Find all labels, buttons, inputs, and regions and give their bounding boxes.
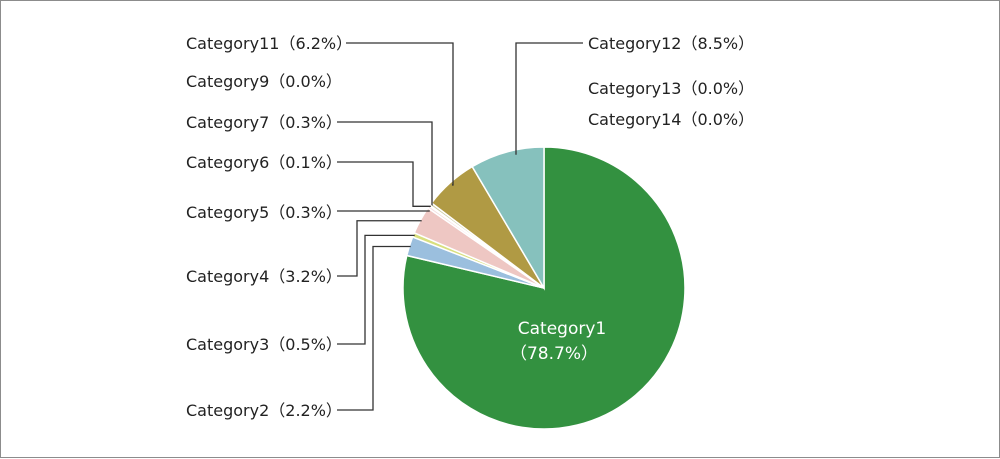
leader-lines	[337, 42, 583, 411]
label-category2: Category2（2.2%）	[186, 401, 342, 420]
slice-category12	[471, 146, 545, 291]
label-category1-percent: （78.7%）	[510, 344, 598, 364]
label-category1-name: Category1	[518, 319, 606, 339]
label-category4: Category4（3.2%）	[186, 267, 342, 286]
leader-category3	[337, 234, 415, 345]
leader-category7	[337, 121, 433, 206]
label-category5: Category5（0.3%）	[186, 203, 342, 222]
label-category3: Category3（0.5%）	[186, 335, 342, 354]
label-category13: Category13（0.0%）	[588, 79, 754, 98]
pie-slices	[402, 146, 686, 430]
label-category6: Category6（0.1%）	[186, 153, 342, 172]
label-category9: Category9（0.0%）	[186, 72, 342, 91]
leader-category11	[346, 42, 454, 186]
leader-category2	[337, 245, 411, 411]
label-category11: Category11（6.2%）	[186, 34, 352, 53]
leader-category6	[337, 161, 431, 207]
leader-category4	[337, 220, 422, 277]
label-category12: Category12（8.5%）	[588, 34, 754, 53]
label-category14: Category14（0.0%）	[588, 110, 754, 129]
label-category7: Category7（0.3%）	[186, 113, 342, 132]
leader-category12	[515, 42, 583, 155]
